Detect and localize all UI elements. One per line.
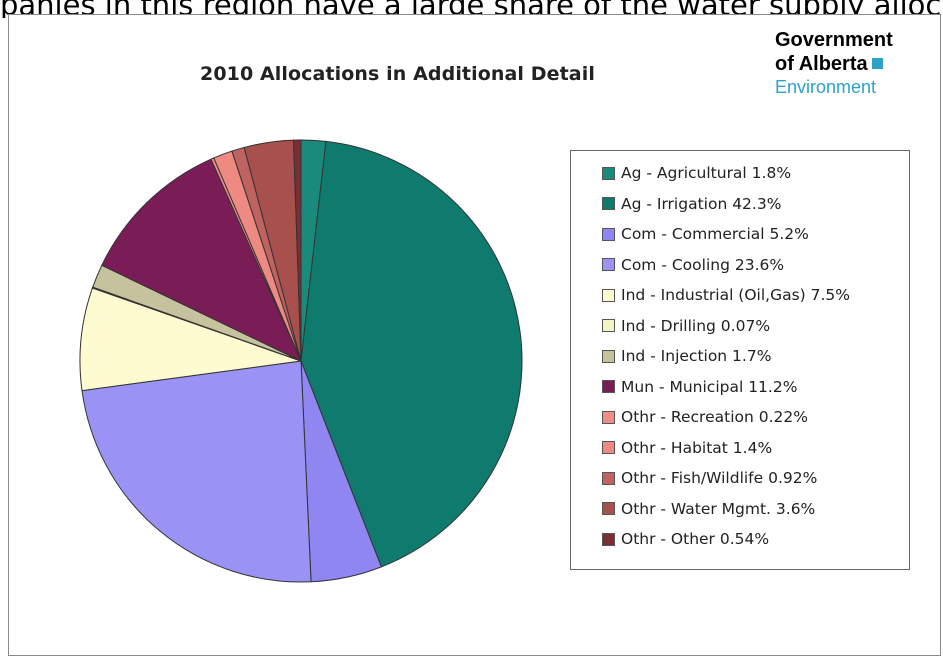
legend-swatch — [602, 197, 615, 211]
pie-slice — [81, 360, 312, 583]
legend-label: Ag - Irrigation 42.3% — [621, 194, 782, 213]
legend-swatch — [602, 258, 615, 272]
pie-slice — [292, 139, 302, 362]
legend-item: Othr - Recreation 0.22% — [571, 402, 909, 433]
legend-item: Othr - Fish/Wildlife 0.92% — [571, 463, 909, 494]
legend-label: Othr - Fish/Wildlife 0.92% — [621, 469, 818, 488]
chart-legend: Ag - Agricultural 1.8% Ag - Irrigation 42… — [570, 150, 910, 570]
legend-swatch — [602, 532, 615, 546]
logo-text-alberta: of Alberta — [775, 53, 868, 75]
legend-swatch — [602, 441, 615, 455]
legend-item: Com - Cooling 23.6% — [571, 250, 909, 281]
legend-label: Ind - Drilling 0.07% — [621, 316, 771, 335]
pie-slice — [300, 140, 523, 568]
legend-label: Ind - Industrial (Oil,Gas) 7.5% — [621, 286, 851, 305]
legend-label: Othr - Other 0.54% — [621, 530, 770, 549]
legend-label: Othr - Habitat 1.4% — [621, 438, 773, 457]
legend-swatch — [602, 502, 615, 516]
legend-label: Mun - Municipal 11.2% — [621, 377, 798, 396]
legend-label: Com - Cooling 23.6% — [621, 255, 785, 274]
legend-label: Othr - Water Mgmt. 3.6% — [621, 499, 816, 518]
legend-item: Ind - Industrial (Oil,Gas) 7.5% — [571, 280, 909, 311]
pie-slices — [79, 139, 523, 583]
legend-label: Ind - Injection 1.7% — [621, 347, 772, 366]
legend-item: Othr - Other 0.54% — [571, 524, 909, 555]
legend-label: Ag - Agricultural 1.8% — [621, 164, 792, 183]
legend-item: Mun - Municipal 11.2% — [571, 372, 909, 403]
legend-item: Ind - Injection 1.7% — [571, 341, 909, 372]
legend-swatch — [602, 410, 615, 424]
logo-text-government: Government — [775, 29, 893, 51]
legend-swatch — [602, 349, 615, 363]
legend-label: Com - Commercial 5.2% — [621, 225, 809, 244]
pie-slice — [101, 158, 303, 363]
top-caption: panies in this region have a large share… — [0, 0, 943, 18]
government-of-alberta-logo: Government of Alberta Environment — [775, 28, 915, 98]
legend-item: Othr - Habitat 1.4% — [571, 433, 909, 464]
legend-swatch — [602, 380, 615, 394]
legend-swatch — [602, 166, 615, 180]
logo-square-icon — [871, 58, 883, 69]
legend-item: Ind - Drilling 0.07% — [571, 311, 909, 342]
logo-text-environment: Environment — [775, 77, 877, 97]
legend-item: Ag - Agricultural 1.8% — [571, 158, 909, 189]
legend-swatch — [602, 288, 615, 302]
chart-title: 2010 Allocations in Additional Detail — [200, 63, 595, 85]
legend-label: Othr - Recreation 0.22% — [621, 408, 808, 427]
pie-slice — [79, 287, 302, 392]
legend-swatch — [602, 227, 615, 241]
legend-item: Othr - Water Mgmt. 3.6% — [571, 494, 909, 525]
legend-item: Ag - Irrigation 42.3% — [571, 189, 909, 220]
legend-item: Com - Commercial 5.2% — [571, 219, 909, 250]
legend-swatch — [602, 471, 615, 485]
legend-swatch — [602, 319, 615, 333]
